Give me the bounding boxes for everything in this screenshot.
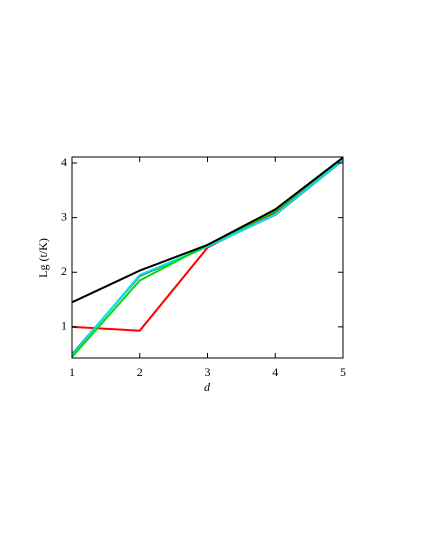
x-tick-label: 4	[272, 365, 278, 379]
x-axis-label: d	[204, 380, 211, 394]
x-tick-label: 3	[205, 365, 211, 379]
x-tick-label: 2	[137, 365, 143, 379]
line	[71, 158, 344, 356]
plot-frame	[71, 156, 344, 359]
y-tick-label: 4	[61, 155, 67, 169]
y-tick-label: 3	[61, 209, 67, 223]
y-axis-label: Lg (t/K)	[36, 238, 50, 278]
y-tick-label: 2	[61, 264, 67, 278]
x-tick-label: 1	[69, 365, 75, 379]
y-tick-label: 1	[61, 319, 67, 333]
line	[71, 156, 344, 304]
x-tick-label: 5	[340, 365, 346, 379]
